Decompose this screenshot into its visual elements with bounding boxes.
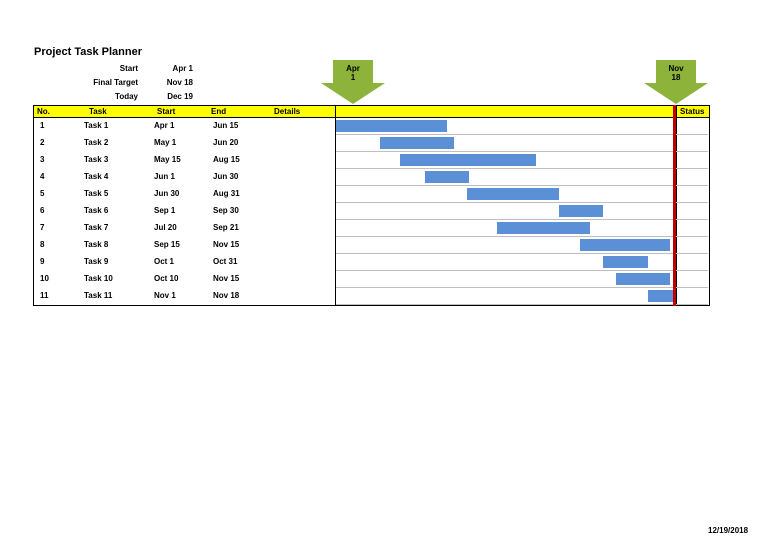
task-no: 8 [40, 240, 45, 249]
task-end: Sep 21 [213, 223, 239, 232]
gantt-bar[interactable] [579, 239, 671, 251]
row-gridline [336, 151, 708, 152]
task-start: May 15 [154, 155, 181, 164]
target-marker-label: Nov 18 [656, 64, 696, 82]
task-no: 3 [40, 155, 45, 164]
task-name: Task 7 [84, 223, 109, 232]
task-no: 1 [40, 121, 45, 130]
task-end: Aug 15 [213, 155, 240, 164]
row-gridline [336, 253, 708, 254]
start-marker-arrow-icon [321, 60, 385, 104]
task-end: Jun 20 [213, 138, 239, 147]
gantt-bar[interactable] [425, 171, 469, 183]
task-no: 10 [40, 274, 49, 283]
task-end: Sep 30 [213, 206, 239, 215]
row-gridline [336, 219, 708, 220]
gantt-bar[interactable] [603, 256, 649, 268]
task-no: 5 [40, 189, 45, 198]
task-start: Apr 1 [154, 121, 175, 130]
meta-value: Dec 19 [167, 92, 193, 101]
task-end: Nov 15 [213, 274, 240, 283]
header-start: Start [157, 107, 176, 116]
row-gridline [336, 287, 708, 288]
task-start: Nov 1 [154, 291, 176, 300]
task-start: Oct 1 [154, 257, 175, 266]
meta-label: Final Target [93, 78, 138, 87]
target-marker-month: Nov [668, 64, 684, 73]
header-status: Status [680, 107, 705, 116]
task-name: Task 11 [84, 291, 113, 300]
meta-label: Start [119, 64, 138, 73]
start-marker-label: Apr 1 [333, 64, 373, 82]
row-gridline [336, 202, 708, 203]
meta-label: Today [115, 92, 138, 101]
task-end: Nov 18 [213, 291, 240, 300]
task-no: 7 [40, 223, 45, 232]
row-gridline [336, 270, 708, 271]
row-gridline [336, 304, 708, 305]
start-marker-month: Apr [346, 64, 360, 73]
task-end: Nov 15 [213, 240, 240, 249]
timeline-area [335, 117, 710, 306]
task-start: Jun 30 [154, 189, 180, 198]
gantt-bar[interactable] [379, 137, 455, 149]
gantt-bar[interactable] [336, 120, 447, 132]
task-table [33, 117, 336, 306]
task-name: Task 1 [84, 121, 109, 130]
task-name: Task 9 [84, 257, 109, 266]
header-no: No. [37, 107, 50, 116]
header-end: End [211, 107, 227, 116]
target-marker-day: 18 [671, 73, 681, 82]
task-name: Task 10 [84, 274, 113, 283]
task-start: Sep 15 [154, 240, 180, 249]
gantt-bar[interactable] [559, 205, 603, 217]
task-start: May 1 [154, 138, 177, 147]
gantt-bar[interactable] [467, 188, 560, 200]
task-name: Task 8 [84, 240, 109, 249]
row-gridline [336, 168, 708, 169]
task-no: 6 [40, 206, 45, 215]
target-marker-arrow-icon [644, 60, 708, 104]
task-no: 11 [40, 291, 49, 300]
task-no: 4 [40, 172, 45, 181]
gantt-bar[interactable] [496, 222, 590, 234]
planner-title: Project Task Planner [34, 46, 143, 58]
task-name: Task 5 [84, 189, 109, 198]
task-end: Oct 31 [213, 257, 238, 266]
task-end: Aug 31 [213, 189, 240, 198]
status-divider [676, 117, 677, 306]
meta-value: Apr 1 [172, 64, 193, 73]
task-name: Task 6 [84, 206, 109, 215]
task-start: Jun 1 [154, 172, 175, 181]
task-no: 2 [40, 138, 45, 147]
gantt-bar[interactable] [616, 273, 671, 285]
task-name: Task 4 [84, 172, 109, 181]
task-end: Jun 15 [213, 121, 239, 130]
task-name: Task 3 [84, 155, 109, 164]
gantt-bar[interactable] [400, 154, 536, 166]
print-date: 12/19/2018 [708, 526, 749, 535]
task-no: 9 [40, 257, 45, 266]
task-name: Task 2 [84, 138, 109, 147]
task-start: Sep 1 [154, 206, 176, 215]
header-task: Task [89, 107, 107, 116]
today-line [673, 105, 676, 306]
task-end: Jun 30 [213, 172, 239, 181]
task-start: Oct 10 [154, 274, 179, 283]
meta-value: Nov 18 [166, 78, 193, 87]
row-gridline [336, 134, 708, 135]
header-details: Details [274, 107, 301, 116]
gantt-bar[interactable] [648, 290, 675, 302]
start-marker-day: 1 [350, 73, 356, 82]
task-start: Jul 20 [154, 223, 177, 232]
row-gridline [336, 236, 708, 237]
row-gridline [336, 185, 708, 186]
